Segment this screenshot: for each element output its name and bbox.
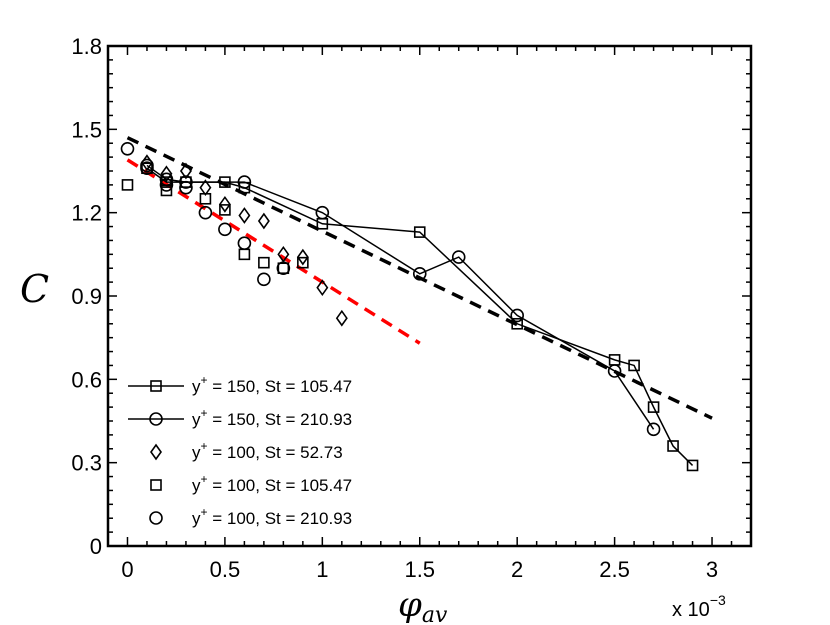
y-tick-label: 0.3 xyxy=(71,451,102,476)
series-1-point xyxy=(667,440,679,452)
y-tick-label: 1.8 xyxy=(71,34,102,59)
series-2-point xyxy=(237,175,252,189)
series-5-point xyxy=(140,161,154,176)
x-scale-prefix: x 10 xyxy=(672,599,710,621)
legend-marker xyxy=(150,479,162,491)
x-tick-label: 3 xyxy=(706,557,718,582)
series-1-point xyxy=(413,226,426,238)
series-5-point xyxy=(159,178,174,192)
x-tick-label: 2.5 xyxy=(599,557,630,582)
legend-marker xyxy=(150,443,162,461)
series-3-point xyxy=(296,248,309,266)
series-5-point xyxy=(257,272,271,287)
series-4-point xyxy=(121,179,134,191)
y-tick-labels: 0 0.3 0.6 0.9 1.2 1.5 1.8 xyxy=(71,34,102,559)
series-1-point xyxy=(238,181,251,194)
legend-marker xyxy=(149,511,163,525)
series-1-point xyxy=(511,317,523,330)
y-tick-label: 1.2 xyxy=(71,201,102,226)
legend-item: y+ = 100, St = 105.47 xyxy=(150,472,352,495)
series-1-point xyxy=(219,176,231,188)
y-tick-label: 0.6 xyxy=(71,367,102,392)
series-5-point xyxy=(198,205,213,220)
x-axis-title-main: φ xyxy=(398,585,422,625)
series-5-point xyxy=(276,261,291,276)
series-3-point xyxy=(199,179,212,197)
x-tick-label: 2 xyxy=(511,557,523,582)
series-2-point xyxy=(179,175,193,189)
axis-ticks xyxy=(107,45,752,547)
series-5-point xyxy=(120,141,135,156)
series-1-point xyxy=(686,459,699,472)
legend-marker xyxy=(150,380,162,392)
legend-label: y+ = 100, St = 105.47 xyxy=(192,472,352,495)
x-axis-title: φav xyxy=(398,585,448,625)
x-tick-label: 0 xyxy=(121,557,133,582)
legend-item: y+ = 100, St = 52.73 xyxy=(150,439,343,462)
series-4-point xyxy=(199,192,212,205)
series-1-point xyxy=(628,359,640,372)
series-4-point xyxy=(238,248,251,261)
series-4-point xyxy=(277,262,290,275)
legend-item: y+ = 150, St = 105.47 xyxy=(128,373,352,396)
series-3-point xyxy=(257,212,270,230)
legend-label: y+ = 150, St = 210.93 xyxy=(192,406,352,429)
series-3-point xyxy=(316,279,329,297)
x-tick-labels: 0 0.5 1 1.5 2 2.5 3 xyxy=(121,557,718,582)
legend-item: y+ = 100, St = 210.93 xyxy=(149,505,352,528)
series-3-point xyxy=(277,245,290,263)
legend: y+ = 150, St = 105.47 y+ = 150, St = 210.… xyxy=(128,373,352,528)
legend-label: y+ = 100, St = 52.73 xyxy=(192,439,343,462)
x-tick-label: 1 xyxy=(316,557,328,582)
x-scale-exponent: −3 xyxy=(710,592,726,608)
series-2-point xyxy=(607,364,622,378)
series-2-point xyxy=(510,308,524,323)
series-4-point xyxy=(160,184,173,197)
y-tick-label: 0.9 xyxy=(71,284,102,309)
legend-item: y+ = 150, St = 210.93 xyxy=(128,406,352,429)
series-2-point xyxy=(412,266,427,281)
x-scale-factor: x 10−3 xyxy=(672,592,726,621)
fit-line-red xyxy=(126,158,421,345)
legend-label: y+ = 150, St = 105.47 xyxy=(192,373,352,396)
series-3-point xyxy=(179,162,192,180)
series-1-point xyxy=(647,401,660,413)
x-tick-label: 1.5 xyxy=(404,557,435,582)
series-4-point xyxy=(219,204,231,216)
series-5-point xyxy=(179,180,193,195)
series-3-point xyxy=(218,195,231,213)
y-tick-label: 0 xyxy=(90,534,102,559)
legend-label: y+ = 100, St = 210.93 xyxy=(192,505,352,528)
series-3-point xyxy=(335,309,348,327)
series-3-point xyxy=(160,165,173,183)
plot-frame xyxy=(106,44,753,548)
series-2-point xyxy=(646,422,661,437)
series-markers xyxy=(120,141,699,472)
y-tick-label: 1.5 xyxy=(71,117,102,142)
series-3-point xyxy=(140,154,153,172)
series-2-point xyxy=(315,205,330,220)
x-tick-label: 0.5 xyxy=(210,557,241,582)
x-axis-title-sub: av xyxy=(422,603,448,625)
series-2-point xyxy=(451,250,466,264)
series-5-point xyxy=(218,222,232,237)
series-3-point xyxy=(238,207,251,224)
series-line-2 xyxy=(146,164,655,430)
series-4-point xyxy=(297,256,309,269)
series-4-point xyxy=(258,256,270,269)
series-5-point xyxy=(237,236,252,251)
legend-marker xyxy=(149,412,163,426)
y-axis-title: C xyxy=(20,267,49,311)
